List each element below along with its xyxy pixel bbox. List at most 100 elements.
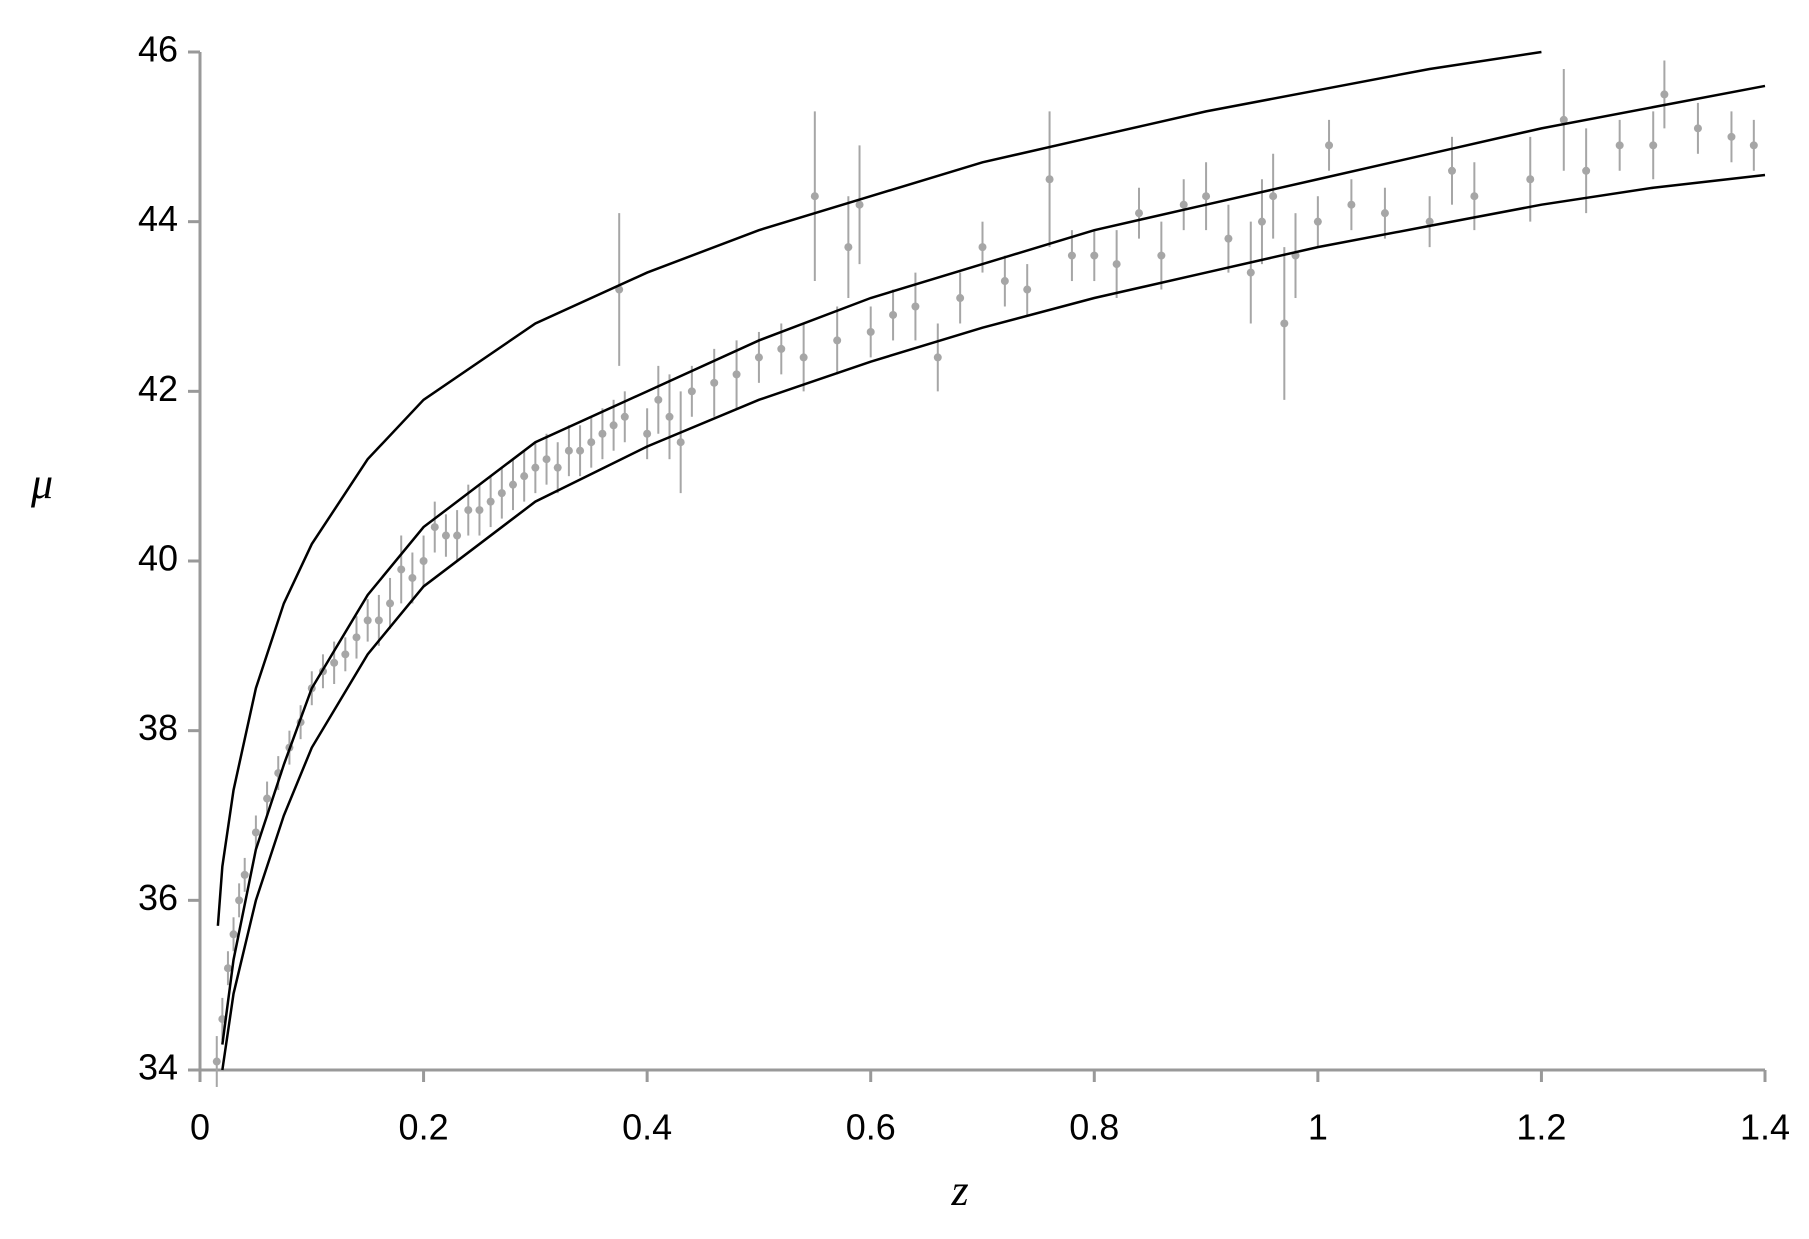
data-point — [229, 930, 238, 939]
data-point — [576, 446, 585, 455]
data-point — [889, 310, 898, 319]
y-tick-label: 42 — [138, 368, 178, 409]
data-point — [553, 463, 562, 472]
data-point — [1448, 166, 1456, 175]
model-curve — [216, 50, 1542, 926]
data-point — [475, 506, 484, 515]
data-point — [799, 353, 808, 362]
x-tick-label: 0.4 — [622, 1107, 672, 1148]
data-point — [1202, 192, 1211, 201]
data-point — [598, 429, 607, 438]
x-tick-label: 1 — [1308, 1107, 1328, 1148]
data-point — [397, 565, 406, 574]
data-point — [441, 531, 450, 540]
data-point — [1000, 277, 1009, 286]
data-point — [1157, 251, 1166, 260]
data-point — [1269, 192, 1278, 201]
data-point — [665, 412, 674, 421]
data-point — [531, 463, 540, 472]
y-tick-label: 40 — [138, 538, 178, 579]
data-point — [1135, 209, 1143, 218]
data-point — [1727, 132, 1736, 141]
data-point — [855, 200, 864, 209]
data-point — [978, 243, 987, 252]
data-point — [1615, 141, 1624, 150]
data-point — [1023, 285, 1032, 294]
data-point — [1559, 115, 1568, 124]
data-point — [453, 531, 462, 540]
data-point — [609, 421, 618, 430]
model-curve — [221, 84, 1766, 1045]
data-point — [1325, 141, 1334, 150]
data-point — [1470, 192, 1479, 201]
x-tick-label: 0.8 — [1069, 1107, 1119, 1148]
data-point — [911, 302, 920, 311]
data-point — [1693, 124, 1702, 133]
data-point — [542, 455, 551, 464]
data-point — [408, 573, 417, 582]
data-point — [866, 327, 875, 336]
data-point — [587, 438, 596, 447]
data-point — [223, 964, 232, 973]
data-point — [620, 412, 629, 421]
data-point — [430, 523, 439, 532]
data-point — [810, 192, 819, 201]
data-point — [643, 429, 652, 438]
x-tick-label: 0.6 — [846, 1107, 896, 1148]
x-axis-title: z — [950, 1166, 968, 1215]
data-point — [654, 395, 663, 404]
data-point — [1526, 175, 1535, 184]
data-point — [1582, 166, 1591, 175]
data-point — [1067, 251, 1076, 260]
y-tick-label: 38 — [138, 707, 178, 748]
data-point — [363, 616, 372, 625]
data-point — [1347, 200, 1356, 209]
data-point — [1749, 141, 1758, 150]
data-point — [732, 370, 741, 379]
data-point — [844, 243, 853, 252]
data-point — [263, 794, 272, 803]
data-point — [754, 353, 763, 362]
data-point — [1045, 175, 1054, 184]
y-tick-label: 34 — [138, 1047, 178, 1088]
data-point — [833, 336, 842, 345]
data-point — [330, 658, 339, 667]
data-point — [1224, 234, 1233, 243]
data-point — [1257, 217, 1266, 226]
data-point — [777, 344, 786, 353]
data-point — [509, 480, 517, 489]
data-point — [212, 1057, 221, 1066]
data-point — [1112, 260, 1121, 269]
y-tick-label: 46 — [138, 29, 178, 70]
data-point — [564, 446, 573, 455]
data-point — [1280, 319, 1289, 328]
data-point — [386, 599, 395, 608]
data-point — [1380, 209, 1389, 218]
y-tick-label: 44 — [138, 198, 178, 239]
data-point — [341, 650, 350, 659]
model-curve — [221, 173, 1766, 1071]
x-tick-label: 1.4 — [1740, 1107, 1790, 1148]
data-point — [1660, 90, 1669, 99]
x-tick-label: 0.2 — [399, 1107, 449, 1148]
data-point — [464, 506, 473, 515]
data-point — [676, 438, 685, 447]
y-axis-title: μ — [30, 459, 53, 508]
data-point — [1090, 251, 1099, 260]
data-point — [1179, 200, 1188, 209]
data-point — [1313, 217, 1322, 226]
data-point — [520, 472, 529, 481]
data-point — [352, 633, 361, 642]
data-point — [1649, 141, 1658, 150]
x-tick-label: 1.2 — [1516, 1107, 1566, 1148]
data-point — [933, 353, 942, 362]
data-point — [251, 828, 260, 837]
data-point — [374, 616, 383, 625]
data-point — [687, 387, 696, 396]
data-point — [419, 557, 428, 565]
data-point — [240, 870, 249, 879]
data-point — [956, 294, 965, 303]
data-point — [1425, 217, 1434, 226]
